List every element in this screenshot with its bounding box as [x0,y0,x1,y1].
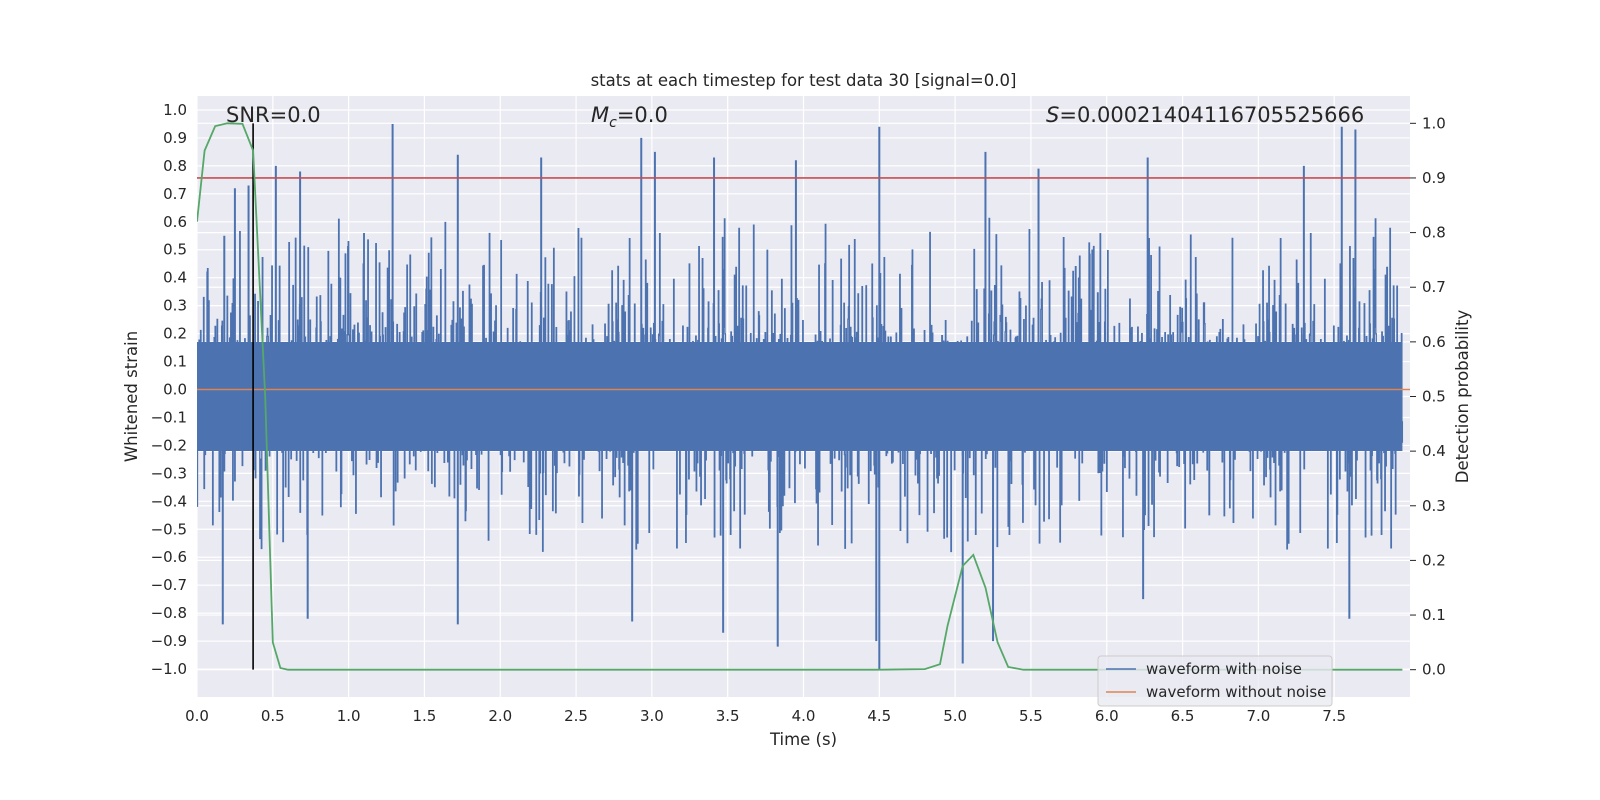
legend: waveform with noise waveform without noi… [1097,655,1333,707]
y2-tick-label: 0.6 [1422,333,1446,351]
y-tick-label: 0.6 [163,213,187,231]
x-tick-label: 5.0 [943,707,967,725]
mc-annotation: Mc=0.0 [591,103,668,131]
x-axis-label: Time (s) [769,730,837,749]
chart-title: stats at each timestep for test data 30 … [591,71,1017,90]
y-tick-label: −0.2 [151,436,187,454]
y-tick-label: −0.4 [151,492,187,510]
y2-tick-label: 0.1 [1422,606,1446,624]
x-tick-label: 0.5 [261,707,285,725]
y2-axis-label: Detection probability [1453,310,1472,484]
y-tick-label: 0.1 [163,353,187,371]
y-tick-label: −0.9 [151,632,187,650]
detection-probability-line [197,122,1403,671]
y-tick-label: −0.8 [151,604,187,622]
x-tick-label: 3.5 [716,707,740,725]
y-tick-label: 0.0 [163,381,187,399]
y-tick-label: −1.0 [151,660,187,678]
y2-tick-label: 0.8 [1422,224,1446,242]
y2-tick-label: 0.2 [1422,551,1446,569]
x-tick-label: 0.0 [185,707,209,725]
x-tick-label: 4.0 [792,707,816,725]
y-tick-label: 0.5 [163,241,187,259]
x-tick-label: 1.5 [413,707,437,725]
y-tick-label: 0.4 [163,269,187,287]
y-tick-label: 0.2 [163,325,187,343]
y-tick-label: −0.7 [151,576,187,594]
y-tick-label: −0.5 [151,520,187,538]
x-tick-label: 7.0 [1246,707,1270,725]
x-tick-label: 6.5 [1171,707,1195,725]
legend-box [1097,655,1333,707]
legend-label-clean: waveform without noise [1146,683,1326,701]
mc-symbol: M [591,103,609,127]
y-axis-label: Whitened strain [122,331,141,462]
x-tick-label: 6.0 [1095,707,1119,725]
y-tick-label: 0.9 [163,129,187,147]
x-tick-label: 1.0 [337,707,361,725]
y2-tick-label: 0.3 [1422,497,1446,515]
y2-tick-label: 0.9 [1422,169,1446,187]
y-tick-label: 0.7 [163,185,187,203]
snr-annotation: SNR=0.0 [226,103,321,127]
x-tick-label: 2.5 [564,707,588,725]
mc-subscript: c [609,115,617,131]
s-annotation: S=0.00021404116705525666 [1046,103,1364,127]
y-tick-label: 0.3 [163,297,187,315]
data-layer [197,122,1410,671]
s-symbol: S [1046,103,1059,127]
x-tick-label: 7.5 [1322,707,1346,725]
y-tick-label: 1.0 [163,101,187,119]
y2-tick-label: 0.5 [1422,388,1446,406]
mc-value: =0.0 [617,103,668,127]
ticks: 0.0 0.5 1.0 1.5 2.0 2.5 3.0 3.5 4.0 4.5 5.0 5.5 6.0 6… [151,101,1446,725]
legend-label-noise: waveform with noise [1146,660,1302,678]
y-tick-label: 0.8 [163,157,187,175]
s-value: =0.00021404116705525666 [1059,103,1364,127]
x-tick-label: 4.5 [867,707,891,725]
y2-tick-label: 0.4 [1422,442,1446,460]
x-tick-label: 5.5 [1019,707,1043,725]
y2-tick-label: 0.7 [1422,278,1446,296]
x-tick-label: 3.0 [640,707,664,725]
y-tick-label: −0.1 [151,408,187,426]
y-tick-label: −0.6 [151,548,187,566]
y-tick-label: −0.3 [151,464,187,482]
noisy-waveform-core [197,341,1403,452]
x-tick-label: 2.0 [488,707,512,725]
y2-tick-label: 0.0 [1422,661,1446,679]
y2-tick-label: 1.0 [1422,114,1446,132]
